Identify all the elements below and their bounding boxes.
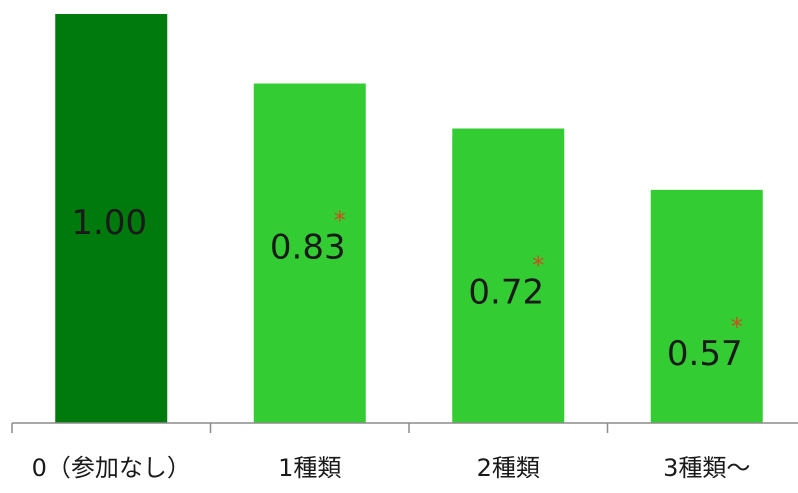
bar-value-label: 0.83: [270, 228, 346, 268]
bar-value-label: 0.57: [667, 334, 743, 374]
significance-marker: *: [731, 313, 743, 341]
significance-marker: *: [532, 252, 544, 280]
bar: [55, 14, 168, 423]
value-labels-group: 1.000.83*0.72*0.57*: [71, 203, 742, 374]
x-tick-label: 3種類～: [663, 454, 750, 482]
bar-value-label: 1.00: [71, 203, 147, 243]
x-tick-label: 0（参加なし）: [32, 454, 191, 482]
bar: [253, 83, 366, 423]
bars-group: [55, 14, 763, 423]
significance-marker: *: [334, 207, 346, 235]
x-tick-label: 2種類: [477, 454, 540, 482]
bar-value-label: 0.72: [468, 273, 544, 313]
x-axis: 0（参加なし） 1種類 2種類 3種類～: [11, 422, 798, 482]
x-tick-label: 1種類: [278, 454, 341, 482]
bar: [650, 189, 763, 423]
bar: [452, 128, 565, 423]
